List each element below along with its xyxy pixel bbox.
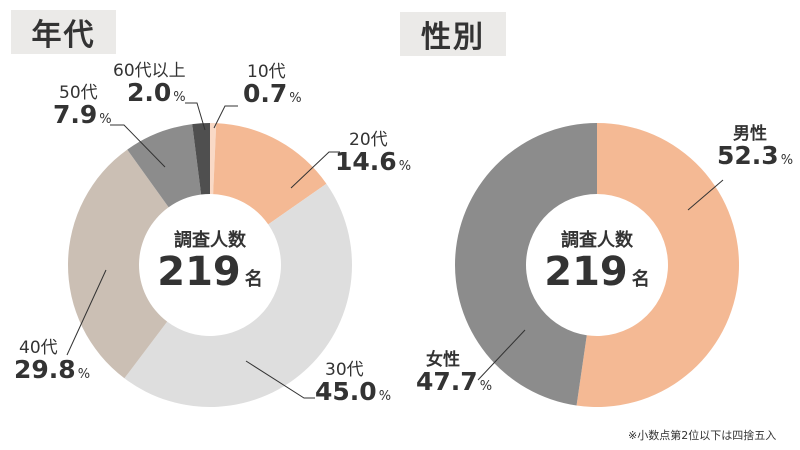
gender-donut-chart (454, 123, 739, 408)
rounding-footnote: ※小数点第2位以下は四捨五入 (628, 429, 777, 442)
leader-line-50s (110, 124, 166, 168)
leader-line-female (477, 329, 526, 381)
label-40s: 40代 29.8% (14, 338, 91, 384)
label-50s: 50代 7.9% (53, 83, 112, 129)
label-60s-plus: 60代以上 2.0% (113, 61, 186, 107)
leader-line-30s (245, 360, 315, 399)
donut-segment (68, 149, 169, 379)
donut-segment (454, 123, 597, 406)
leader-line-male (687, 179, 724, 211)
label-20s: 20代 14.6% (335, 130, 412, 176)
label-10s: 10代 0.7% (243, 62, 302, 108)
age-center-total: 調査人数 219 名 (157, 230, 263, 295)
donut-segment (213, 123, 327, 225)
donut-segment (124, 183, 352, 407)
donut-segment (576, 123, 739, 408)
leader-line-40s (66, 269, 107, 356)
label-female: 女性 47.7% (416, 350, 493, 396)
age-chart-title: 年代 (11, 10, 116, 54)
leader-line-20s (290, 151, 340, 189)
donut-segment (210, 123, 217, 195)
donut-segment (192, 123, 210, 195)
label-30s: 30代 45.0% (315, 360, 392, 406)
leader-line-10s (213, 105, 238, 129)
label-male: 男性 52.3% (717, 124, 794, 170)
leader-lines (66, 102, 724, 399)
gender-center-total: 調査人数 219 名 (544, 230, 650, 295)
gender-chart-title: 性別 (400, 12, 506, 56)
leader-line-60s (185, 102, 206, 131)
